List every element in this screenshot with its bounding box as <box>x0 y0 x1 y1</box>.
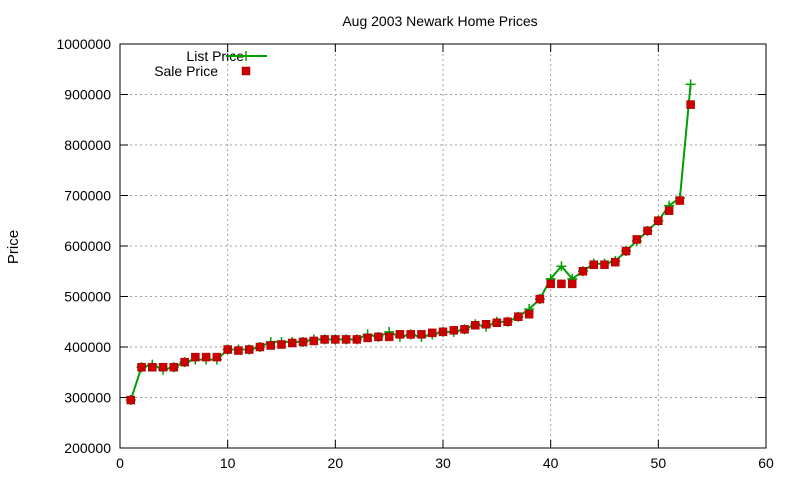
sale-price-point <box>611 257 620 267</box>
y-tick-label: 200000 <box>64 440 111 456</box>
sale-price-point <box>234 346 243 355</box>
grid-lines <box>120 44 766 448</box>
sale-price-point <box>524 309 534 319</box>
sale-price-point <box>395 330 405 339</box>
sale-price-point <box>686 100 695 109</box>
sale-price-point <box>180 357 189 367</box>
x-tick-label: 50 <box>651 455 667 471</box>
sale-price-point <box>374 332 383 342</box>
sale-price-point <box>632 235 642 244</box>
sale-price-point <box>201 352 211 362</box>
sale-price-point <box>664 206 674 215</box>
sale-price-point <box>589 260 598 269</box>
y-tick-label: 500000 <box>64 289 111 305</box>
sale-price-point <box>244 345 254 354</box>
x-tick-label: 0 <box>116 455 124 471</box>
sale-price-point <box>212 352 222 362</box>
y-tick-label: 1000000 <box>56 36 111 52</box>
sale-price-point <box>288 338 297 348</box>
sale-price-point <box>578 267 588 276</box>
legend: List Price Sale Price <box>154 48 267 79</box>
sale-price-point <box>643 226 652 236</box>
sale-price-point <box>158 362 168 372</box>
x-tick-label: 60 <box>758 455 774 471</box>
sale-price-point <box>471 321 480 330</box>
sale-price-point <box>438 327 448 337</box>
x-tick-label: 30 <box>435 455 451 471</box>
sale-price-point <box>341 335 351 344</box>
x-tick-label: 20 <box>328 455 344 471</box>
sale-price-point <box>546 279 555 289</box>
y-axis-label: Price <box>5 230 22 264</box>
sale-price-point <box>460 325 469 334</box>
series-group <box>125 79 696 406</box>
sale-price-point <box>320 335 329 344</box>
sale-price-point <box>137 362 146 372</box>
list-price-point <box>685 79 696 90</box>
sale-price-point <box>266 341 275 350</box>
sale-price-point <box>169 362 179 372</box>
sale-price-point <box>675 196 685 205</box>
sale-price-point <box>481 320 491 329</box>
sale-price-point <box>503 317 512 326</box>
list-price-point <box>556 261 567 272</box>
chart-title: Aug 2003 Newark Home Prices <box>342 13 537 29</box>
sale-price-point <box>331 335 340 344</box>
sale-price-point <box>567 279 577 289</box>
sale-price-point <box>621 246 631 256</box>
x-tick-label: 10 <box>220 455 236 471</box>
sale-price-point <box>654 216 663 225</box>
sale-price-point <box>427 328 437 338</box>
sale-price-point <box>352 335 362 344</box>
sale-price-point <box>557 279 566 289</box>
sale-price-point <box>277 340 286 349</box>
legend-label-list-price: List Price <box>186 48 244 64</box>
sale-price-point <box>298 337 308 347</box>
legend-marker-list-price <box>241 51 251 61</box>
y-tick-label: 600000 <box>64 238 111 254</box>
sale-price-point <box>417 330 426 339</box>
sale-price-point <box>406 330 415 339</box>
y-tick-label: 900000 <box>64 87 111 103</box>
x-tick-label: 40 <box>543 455 559 471</box>
sale-price-point <box>363 333 372 343</box>
sale-price-point <box>514 312 523 321</box>
legend-label-sale-price: Sale Price <box>154 63 218 79</box>
y-tick-label: 800000 <box>64 137 111 153</box>
sale-price-point <box>255 342 265 352</box>
sale-price-point <box>126 395 136 405</box>
sale-price-point <box>223 345 232 354</box>
sale-price-point <box>191 352 200 362</box>
sale-price-point <box>309 336 319 346</box>
sale-price-point <box>492 318 502 328</box>
plot-area-frame <box>119 43 767 449</box>
sale-price-point <box>600 260 609 269</box>
sale-price-point <box>148 362 157 372</box>
sale-price-point <box>449 326 459 335</box>
y-tick-label: 400000 <box>64 339 111 355</box>
legend-marker-sale-price <box>241 66 251 76</box>
y-tick-label: 700000 <box>64 188 111 204</box>
sale-price-point <box>384 332 394 342</box>
axis-ticks: 200000 300000 400000 500000 600000 700000 8000… <box>56 36 774 471</box>
y-tick-label: 300000 <box>64 390 111 406</box>
sale-price-point <box>535 294 545 304</box>
